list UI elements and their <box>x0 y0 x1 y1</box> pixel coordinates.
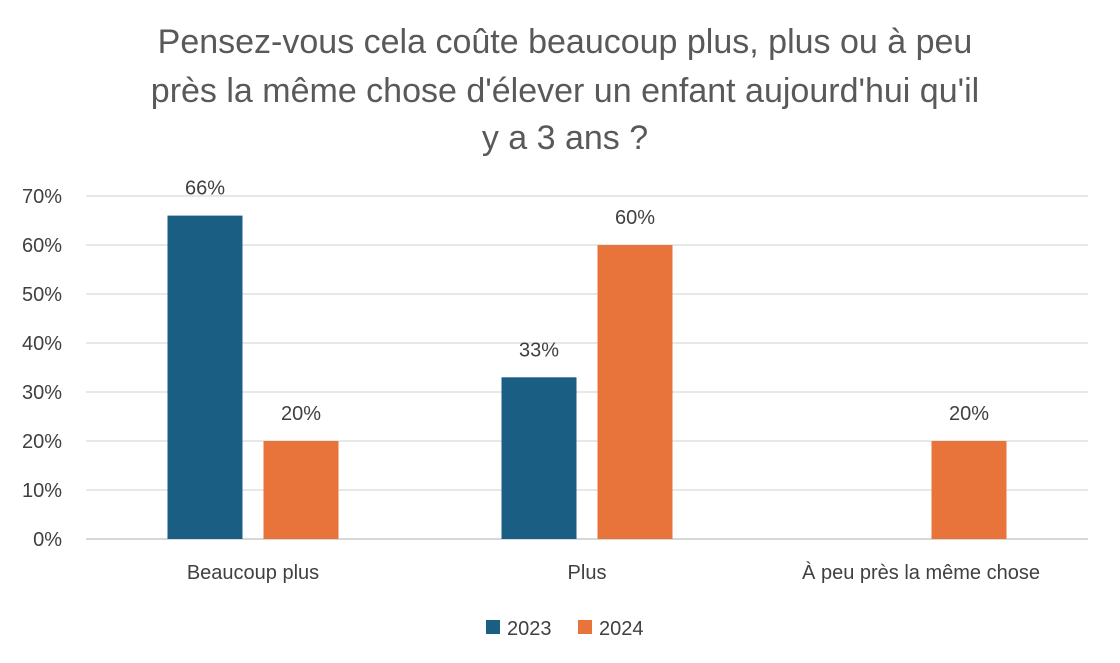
y-tick-label: 40% <box>22 333 62 355</box>
x-axis: Beaucoup plus Plus À peu près la même chos… <box>187 561 1040 584</box>
legend-item-2024: 2024 <box>578 618 644 640</box>
bar-2023-0 <box>167 215 243 539</box>
chart-title: Pensez-vous cela coûte beaucoup plus, pl… <box>151 23 979 157</box>
chart-title-line-3: y a 3 ans ? <box>482 119 648 157</box>
y-tick-label: 20% <box>22 431 62 453</box>
legend-swatch <box>486 620 500 634</box>
data-labels: 66% 20% 33% 60% 20% <box>185 178 989 425</box>
x-category-label: À peu près la même chose <box>802 561 1040 584</box>
x-category-label: Plus <box>568 562 607 584</box>
data-label: 20% <box>949 403 989 425</box>
legend: 2023 2024 <box>486 618 644 640</box>
y-tick-label: 60% <box>22 235 62 257</box>
y-tick-label: 0% <box>33 529 62 551</box>
chart-title-line-2: près la même chose d'élever un enfant au… <box>151 72 979 110</box>
legend-swatch <box>578 620 592 634</box>
y-tick-label: 30% <box>22 382 62 404</box>
y-tick-label: 70% <box>22 186 62 208</box>
bar-2024-2 <box>931 441 1007 539</box>
bar-2024-1 <box>597 245 673 539</box>
data-label: 33% <box>519 339 559 361</box>
y-tick-label: 10% <box>22 480 62 502</box>
legend-label: 2024 <box>599 618 644 640</box>
legend-item-2023: 2023 <box>486 618 552 640</box>
y-axis: 0% 10% 20% 30% 40% 50% 60% 70% <box>22 186 62 551</box>
chart-title-line-1: Pensez-vous cela coûte beaucoup plus, pl… <box>158 23 973 61</box>
data-label: 66% <box>185 178 225 200</box>
gridlines <box>86 195 1088 540</box>
data-label: 20% <box>281 403 321 425</box>
bars <box>167 215 1007 539</box>
data-label: 60% <box>615 207 655 229</box>
bar-2023-1 <box>501 377 577 539</box>
x-category-label: Beaucoup plus <box>187 562 319 584</box>
bar-2024-0 <box>263 441 339 539</box>
y-tick-label: 50% <box>22 284 62 306</box>
legend-label: 2023 <box>507 618 552 640</box>
